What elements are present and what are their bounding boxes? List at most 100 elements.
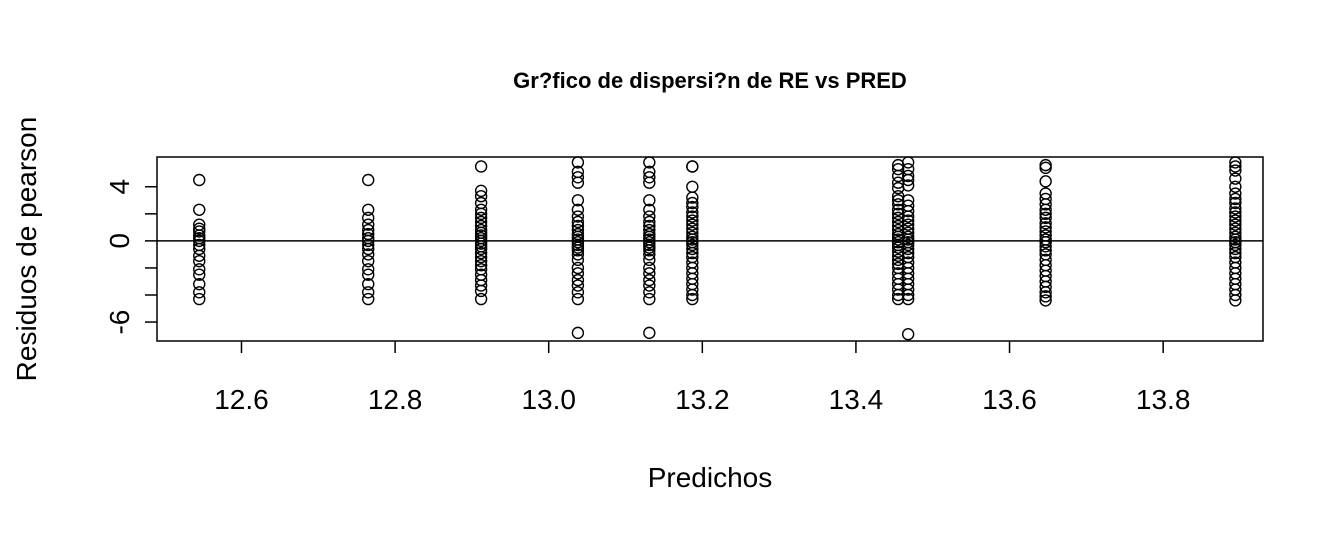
data-point (686, 180, 699, 193)
data-point (193, 263, 206, 276)
plot-frame (156, 156, 1264, 342)
x-tick-label: 13.4 (829, 384, 884, 415)
data-point (193, 268, 206, 281)
data-point (686, 196, 699, 210)
data-point (686, 160, 699, 173)
data-point (474, 160, 488, 173)
x-tick-label: 13.2 (675, 384, 730, 415)
data-point (571, 292, 585, 306)
data-point (193, 225, 206, 238)
data-point (571, 326, 585, 340)
data-point (362, 292, 375, 306)
data-point (571, 286, 585, 299)
data-point (362, 218, 375, 231)
data-point (362, 173, 375, 187)
data-point (1229, 294, 1242, 307)
data-point (362, 238, 375, 252)
data-point (571, 156, 585, 169)
data-point (362, 248, 375, 261)
data-point (686, 210, 699, 223)
data-point (901, 283, 915, 296)
data-point (643, 223, 656, 237)
data-point (901, 226, 915, 239)
data-point (193, 286, 206, 299)
data-point (686, 214, 699, 227)
data-point (571, 171, 585, 184)
data-point (474, 284, 488, 298)
data-point (1039, 203, 1052, 216)
data-point (362, 242, 375, 256)
data-point (686, 226, 699, 239)
data-point (901, 246, 915, 260)
data-point (474, 246, 488, 260)
data-point (643, 248, 656, 261)
x-tick-label: 13.0 (521, 384, 576, 415)
data-point (474, 254, 488, 268)
data-point (193, 292, 206, 306)
data-point (901, 242, 915, 256)
data-point (362, 268, 375, 281)
data-point (643, 215, 656, 229)
data-point (474, 219, 488, 233)
data-point (571, 253, 585, 267)
data-point (1039, 211, 1052, 225)
x-tick-label: 13.8 (1136, 384, 1191, 415)
data-point (474, 203, 488, 216)
data-point (193, 203, 206, 216)
data-point (1229, 238, 1242, 252)
data-point (901, 179, 915, 192)
data-point (901, 328, 915, 341)
x-axis-label: Predichos (648, 462, 773, 493)
data-point (1039, 198, 1052, 211)
y-tick-label: 0 (104, 233, 135, 249)
data-point (1229, 214, 1242, 227)
data-point (1229, 226, 1242, 239)
data-point (1229, 202, 1242, 215)
data-point (474, 242, 488, 256)
data-point (1039, 161, 1052, 175)
data-point (643, 171, 656, 184)
data-point (1039, 290, 1052, 303)
data-point (686, 238, 699, 252)
data-point (1229, 210, 1242, 223)
data-point (643, 261, 656, 275)
data-point (193, 254, 206, 268)
y-axis-label: Residuos de pearson (11, 117, 42, 382)
data-point (1229, 288, 1242, 302)
data-point (193, 242, 206, 256)
data-point (571, 194, 585, 207)
data-point (1229, 172, 1242, 185)
x-axis: 12.6 12.8 13.0 13.2 13.4 13.6 13.8 (214, 341, 1190, 415)
data-point (686, 200, 699, 214)
data-point (474, 190, 488, 203)
data-point (1229, 246, 1242, 260)
data-point (1229, 180, 1242, 193)
data-point (193, 173, 206, 187)
data-point (643, 194, 656, 207)
data-point (362, 203, 375, 216)
data-point (1039, 175, 1052, 188)
data-point (1229, 187, 1242, 200)
data-point (643, 244, 656, 257)
data-point (901, 238, 915, 252)
data-point (571, 203, 585, 216)
x-tick-label: 13.6 (982, 384, 1037, 415)
data-point (1229, 192, 1242, 206)
data-point (1229, 160, 1242, 173)
data-point (901, 214, 915, 227)
data-point (571, 273, 585, 287)
data-point (891, 283, 905, 296)
chart-title: Gr?fico de dispersi?n de RE vs PRED (513, 68, 907, 93)
data-point (643, 253, 656, 267)
data-point (571, 261, 585, 275)
data-point (1039, 221, 1052, 234)
data-point (362, 211, 375, 225)
data-point (193, 277, 206, 291)
data-point (571, 267, 585, 280)
data-point (686, 292, 699, 306)
data-point (643, 292, 656, 306)
data-point (571, 210, 585, 223)
data-point (901, 218, 915, 231)
data-point (686, 246, 699, 260)
